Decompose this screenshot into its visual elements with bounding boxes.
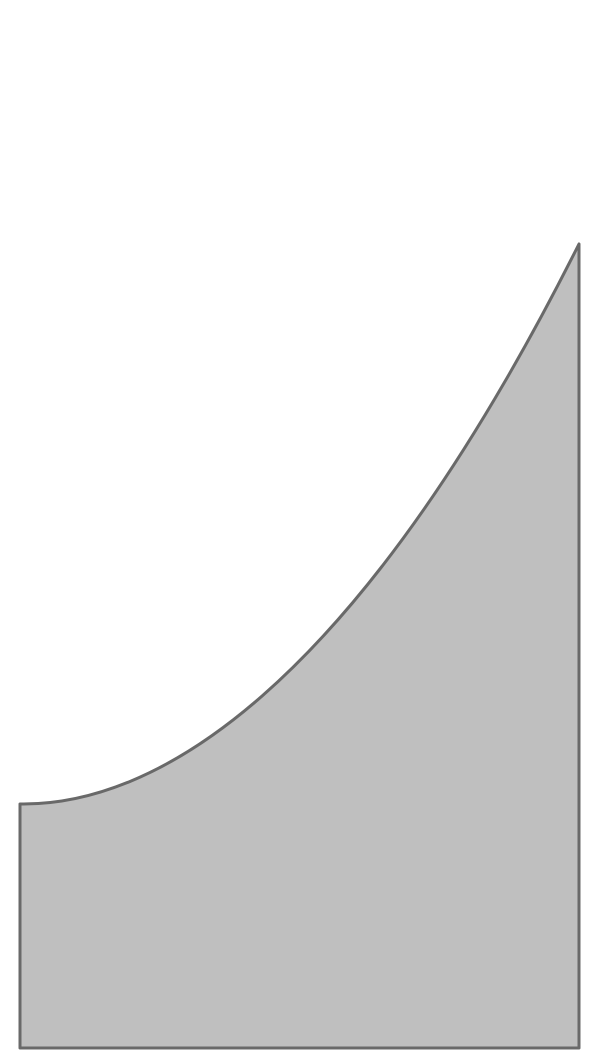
shaded-region-under-curve xyxy=(18,242,581,1050)
